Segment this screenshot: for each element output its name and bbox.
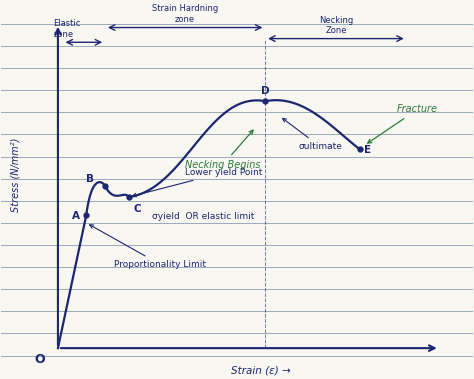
Text: Elastic
zone: Elastic zone xyxy=(53,19,81,39)
Text: E: E xyxy=(364,145,371,155)
Text: B: B xyxy=(86,174,94,184)
Text: O: O xyxy=(35,353,45,366)
Text: Fracture: Fracture xyxy=(368,104,438,143)
Text: Lower yield Point: Lower yield Point xyxy=(133,168,263,197)
Text: Necking Begins: Necking Begins xyxy=(185,130,261,169)
Text: Proportionality Limit: Proportionality Limit xyxy=(90,225,207,269)
Text: D: D xyxy=(261,86,269,96)
Text: Necking
Zone: Necking Zone xyxy=(319,16,353,35)
Text: Strain Hardning
zone: Strain Hardning zone xyxy=(152,5,219,24)
Text: Strain (ε) →: Strain (ε) → xyxy=(231,366,291,376)
Text: σultimate: σultimate xyxy=(283,118,342,151)
Text: A: A xyxy=(72,211,80,221)
Text: C: C xyxy=(133,204,141,214)
Text: Stress (N/mm²): Stress (N/mm²) xyxy=(10,138,20,212)
Text: σyield  OR elastic limit: σyield OR elastic limit xyxy=(152,212,255,221)
